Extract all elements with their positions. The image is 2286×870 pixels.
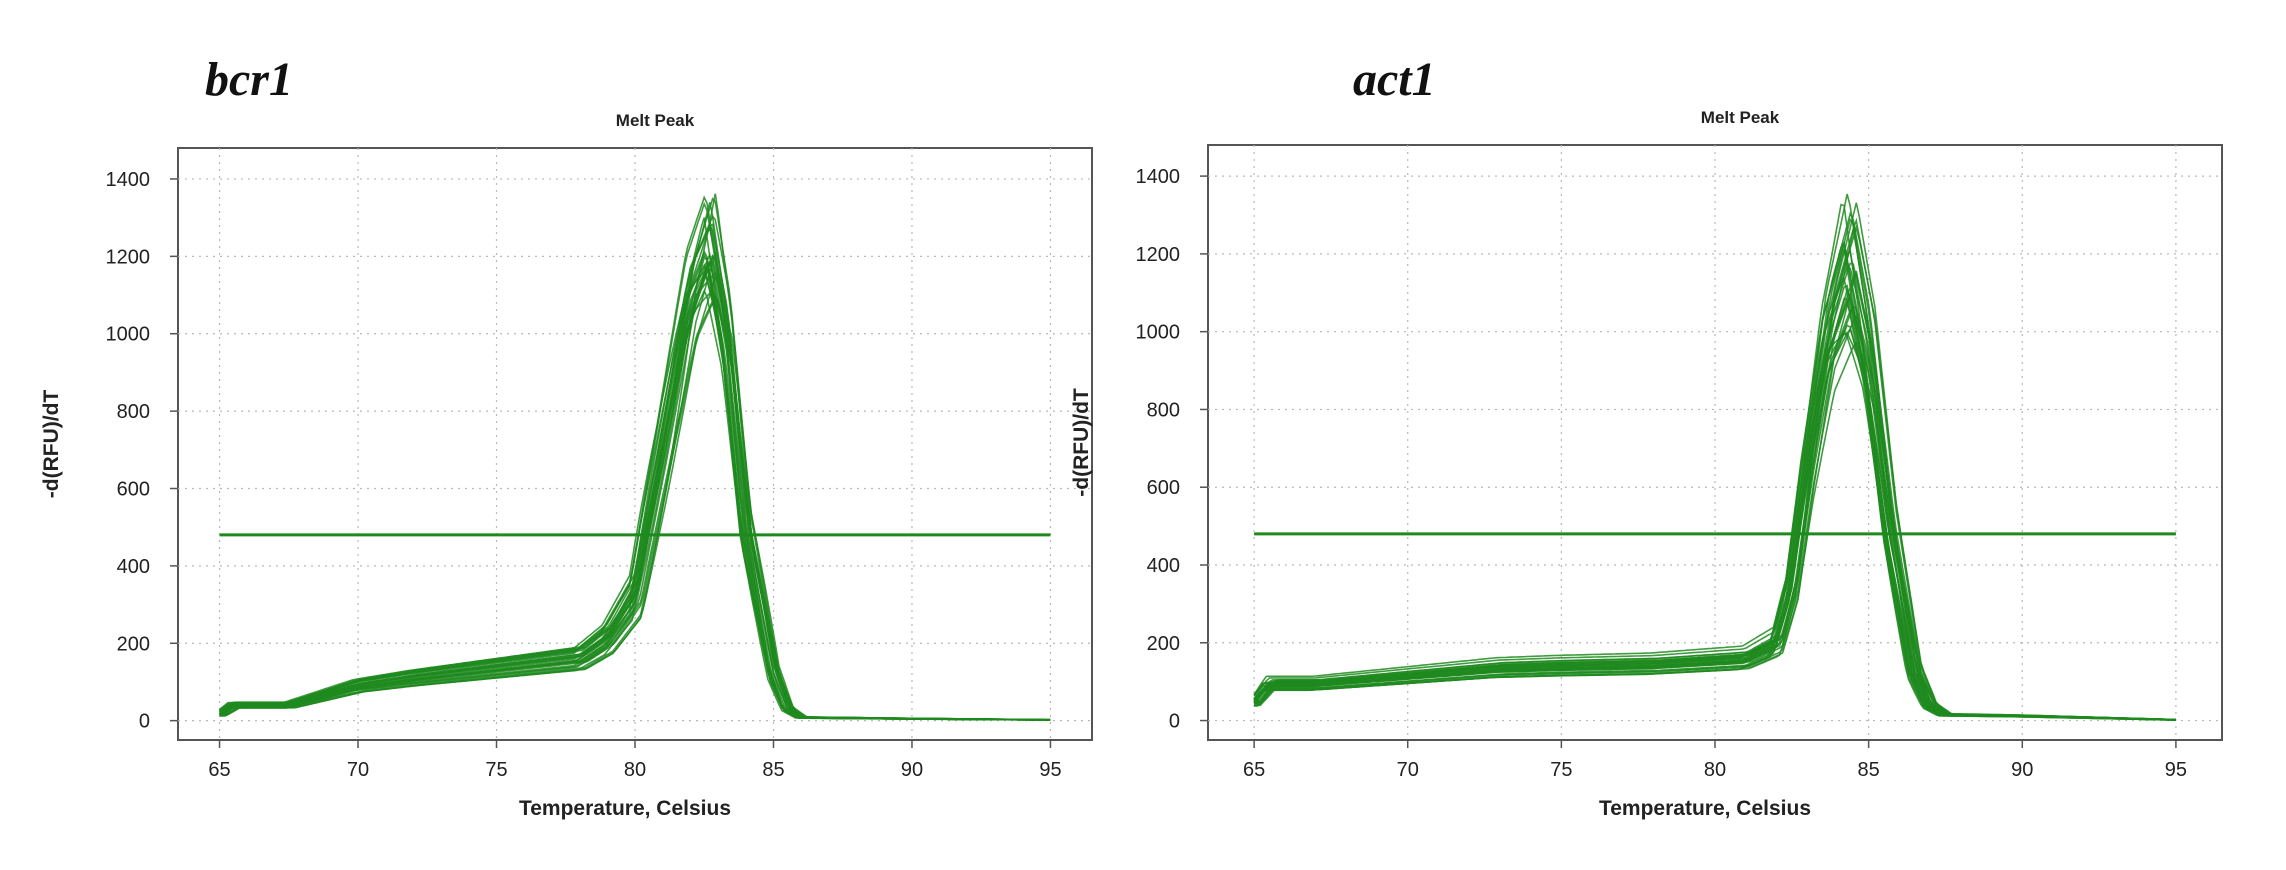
x-axis-label: Temperature, Celsius (519, 797, 731, 820)
x-tick-label: 85 (1858, 759, 1880, 781)
x-tick-label: 90 (2011, 759, 2033, 781)
x-axis-label: Temperature, Celsius (1599, 797, 1811, 820)
y-tick-label: 200 (1147, 633, 1180, 655)
y-tick-label: 400 (117, 556, 150, 578)
y-tick-label: 800 (1147, 399, 1180, 421)
y-tick-label: 1200 (1136, 244, 1181, 266)
x-tick-label: 80 (624, 759, 646, 781)
gene-label: bcr1 (205, 53, 293, 106)
x-tick-label: 70 (1397, 759, 1419, 781)
x-tick-label: 75 (485, 759, 507, 781)
y-axis-label: -d(RFU)/dT (40, 390, 63, 499)
gridlines (1208, 145, 2222, 740)
y-tick-label: 200 (117, 633, 150, 655)
melt-curve (1253, 324, 2176, 721)
x-tick-label: 75 (1550, 759, 1572, 781)
melt-peak-chart-bcr1: 65 70 75 80 85 90 95 0 200 400 600 800 1000 1200 1400 M… (40, 111, 1093, 820)
y-tick-label: 1400 (1136, 166, 1181, 188)
melt-curves (219, 193, 1051, 721)
y-tick-label: 0 (1169, 711, 1180, 733)
chart-panel-act1: act1 65 70 75 80 85 90 95 0 200 400 600 800 1000 1200… (1070, 0, 2286, 870)
x-tick-label: 65 (1243, 759, 1265, 781)
x-tick-label: 85 (762, 759, 784, 781)
y-tick-label: 1000 (106, 324, 151, 346)
chart-title: Melt Peak (1701, 108, 1780, 127)
x-tick-label: 90 (901, 759, 923, 781)
y-tick-label: 400 (1147, 555, 1180, 577)
x-tick-label: 70 (347, 759, 369, 781)
melt-curve (219, 201, 1051, 721)
y-tick-label: 1200 (106, 246, 151, 268)
y-tick-label: 600 (1147, 477, 1180, 499)
melt-curves (1253, 193, 2176, 721)
x-tick-label: 80 (1704, 759, 1726, 781)
chart-panel-bcr1: bcr1 65 70 75 80 85 90 95 0 200 400 600 800 1000 1200… (40, 53, 1093, 820)
y-tick-label: 800 (117, 401, 150, 423)
y-tick-label: 1400 (106, 169, 151, 191)
y-tick-label: 1000 (1136, 322, 1181, 344)
y-tick-label: 0 (139, 711, 150, 733)
chart-title: Melt Peak (616, 111, 695, 130)
x-tick-label: 65 (208, 759, 230, 781)
melt-peak-chart-act1: 65 70 75 80 85 90 95 0 200 400 600 800 1000 1200 1400 M… (1070, 108, 2223, 820)
gene-label: act1 (1353, 53, 1436, 106)
y-axis-label: -d(RFU)/dT (1070, 388, 1093, 497)
gridlines (178, 148, 1092, 740)
y-tick-label: 600 (117, 478, 150, 500)
x-tick-label: 95 (1039, 759, 1061, 781)
x-tick-label: 95 (2165, 759, 2187, 781)
